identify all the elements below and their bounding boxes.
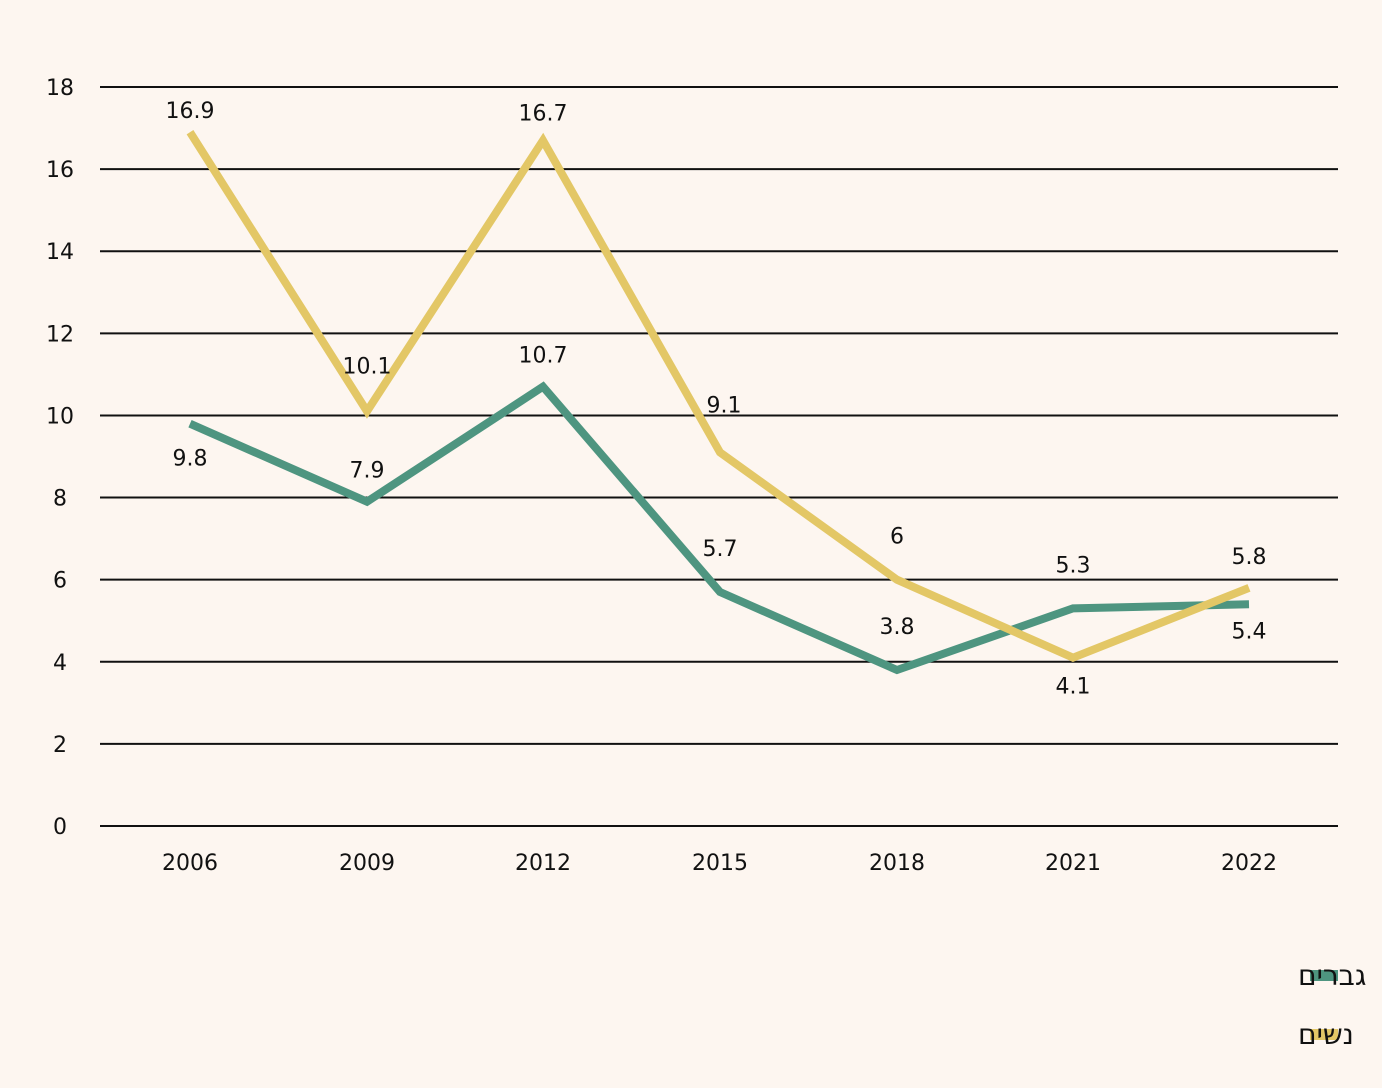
data-label: 7.9 xyxy=(350,459,385,484)
x-tick-label: 2009 xyxy=(339,851,395,876)
y-axis-ticks: 0 2 4 6 8 10 12 14 16 18 xyxy=(46,76,74,840)
x-axis-ticks: 2006 2009 2012 2015 2018 2021 2022 xyxy=(162,851,1277,876)
data-label: 5.4 xyxy=(1232,619,1267,644)
legend-swatch xyxy=(1310,1029,1338,1040)
data-label: 16.7 xyxy=(519,101,568,126)
data-label: 5.3 xyxy=(1056,553,1091,578)
data-label: 3.8 xyxy=(880,615,915,640)
x-tick-label: 2021 xyxy=(1045,851,1101,876)
y-tick-label: 0 xyxy=(53,815,67,840)
legend-label: גברים xyxy=(1298,959,1366,992)
y-tick-label: 16 xyxy=(46,158,74,183)
legend: גברים נשים xyxy=(1298,959,1366,1051)
legend-label: נשים xyxy=(1298,1018,1354,1051)
data-label: 9.1 xyxy=(707,393,742,418)
y-tick-label: 12 xyxy=(46,322,74,347)
data-labels: 9.8 7.9 10.7 5.7 3.8 5.3 5.4 16.9 10.1 16.7 9.1 6 4.… xyxy=(166,99,1267,700)
x-tick-label: 2006 xyxy=(162,851,218,876)
y-tick-label: 10 xyxy=(46,404,74,429)
y-tick-label: 2 xyxy=(53,733,67,758)
data-label: 16.9 xyxy=(166,99,215,124)
data-label: 4.1 xyxy=(1056,675,1091,700)
grid-lines xyxy=(100,86,1338,827)
series-line-1 xyxy=(186,130,1251,663)
data-label: 5.7 xyxy=(703,537,738,562)
series-lines xyxy=(186,130,1251,675)
x-tick-label: 2018 xyxy=(869,851,925,876)
y-tick-label: 8 xyxy=(53,487,67,512)
series-line-0 xyxy=(188,381,1250,675)
data-label: 10.7 xyxy=(519,344,568,369)
y-tick-label: 14 xyxy=(46,240,74,265)
y-tick-label: 6 xyxy=(53,569,67,594)
data-label: 9.8 xyxy=(173,447,208,472)
x-tick-label: 2015 xyxy=(692,851,748,876)
y-tick-label: 4 xyxy=(53,651,67,676)
x-tick-label: 2022 xyxy=(1221,851,1277,876)
data-label: 6 xyxy=(890,525,904,550)
data-label: 5.8 xyxy=(1232,545,1267,570)
x-tick-label: 2012 xyxy=(515,851,571,876)
legend-swatch xyxy=(1310,970,1338,981)
data-label: 10.1 xyxy=(343,354,392,379)
y-tick-label: 18 xyxy=(46,76,74,101)
